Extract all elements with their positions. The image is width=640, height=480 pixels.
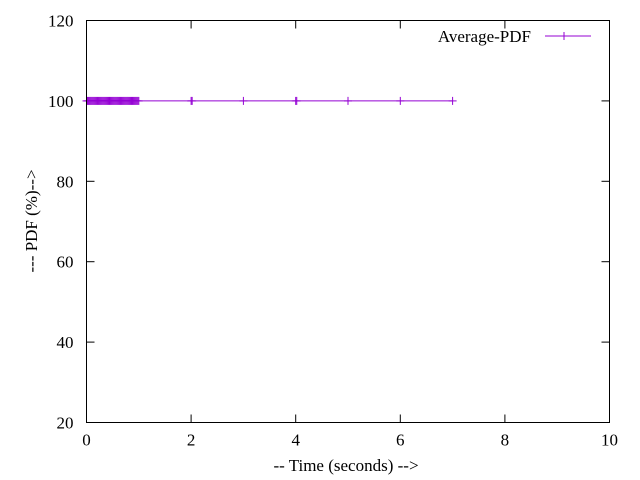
y-tick-label: 100 [48, 92, 74, 111]
y-tick-label: 80 [57, 172, 74, 191]
axis-tick-labels: 0 2 4 6 8 10 20 40 60 80 100 120 [48, 12, 618, 450]
y-tick-label: 120 [48, 12, 74, 31]
x-tick-label: 6 [396, 431, 405, 450]
data-point [344, 96, 352, 105]
data-point [188, 96, 197, 105]
data-point [292, 96, 301, 105]
legend-label-average-pdf: Average-PDF [438, 27, 531, 46]
x-tick-label: 0 [82, 431, 91, 450]
legend: Average-PDF [438, 27, 591, 46]
plot-frame [86, 20, 610, 423]
x-axis-title: -- Time (seconds) --> [273, 456, 418, 475]
data-point [448, 96, 457, 105]
data-point [239, 96, 248, 105]
y-tick-label: 40 [57, 333, 74, 352]
y-tick-label: 20 [57, 414, 74, 433]
data-point [396, 96, 405, 105]
axis-ticks [86, 20, 610, 423]
y-axis-title: --- PDF (%)--> [22, 169, 41, 272]
data-point [134, 96, 143, 105]
x-tick-label: 10 [601, 431, 618, 450]
x-tick-label: 8 [501, 431, 510, 450]
x-tick-label: 2 [187, 431, 196, 450]
x-tick-label: 4 [291, 431, 300, 450]
series-layer [82, 96, 457, 105]
y-tick-label: 60 [57, 253, 74, 272]
